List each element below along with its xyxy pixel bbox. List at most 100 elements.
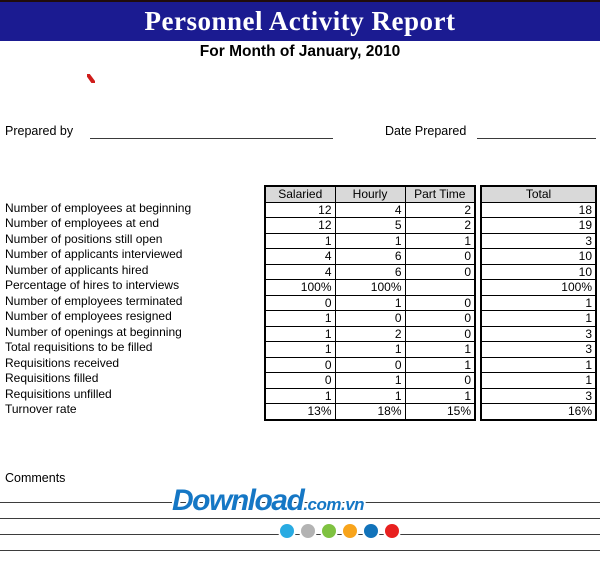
row-label: Number of applicants hired <box>5 262 149 277</box>
watermark-dot <box>322 524 336 538</box>
cell-salaried[interactable]: 1 <box>264 341 336 358</box>
cell-hourly[interactable]: 0 <box>334 310 406 327</box>
table-row: 18 <box>480 201 597 218</box>
cell-total[interactable]: 3 <box>480 387 597 404</box>
cell-total[interactable]: 1 <box>480 356 597 373</box>
table-row: 12 5 2 <box>264 217 476 234</box>
cell-hourly[interactable]: 1 <box>334 294 406 311</box>
cell-part_time[interactable]: 0 <box>404 248 476 265</box>
cell-hourly[interactable]: 4 <box>334 201 406 218</box>
cell-hourly[interactable]: 0 <box>334 356 406 373</box>
row-label: Number of employees resigned <box>5 309 172 324</box>
cell-salaried[interactable]: 0 <box>264 372 336 389</box>
watermark-dot <box>301 524 315 538</box>
cell-salaried[interactable]: 4 <box>264 248 336 265</box>
row-label: Turnover rate <box>5 402 77 417</box>
watermark-dot <box>343 524 357 538</box>
cell-total[interactable]: 16% <box>480 403 597 420</box>
cell-hourly[interactable]: 100% <box>334 279 406 296</box>
cell-salaried[interactable]: 0 <box>264 294 336 311</box>
cell-salaried[interactable]: 4 <box>264 263 336 280</box>
table-row: 19 <box>480 217 597 234</box>
red-tick-mark <box>87 74 95 83</box>
cell-salaried[interactable]: 100% <box>264 279 336 296</box>
cell-hourly[interactable]: 6 <box>334 263 406 280</box>
cell-salaried[interactable]: 12 <box>264 201 336 218</box>
table-row: 3 <box>480 387 597 404</box>
table-row: 1 <box>480 356 597 373</box>
comment-line <box>0 550 600 551</box>
cell-total[interactable]: 19 <box>480 217 597 234</box>
cell-part_time[interactable]: 0 <box>404 325 476 342</box>
cell-hourly[interactable]: 1 <box>334 232 406 249</box>
prepared-by-field[interactable] <box>90 138 333 139</box>
table-total-body: 18 19 3 10 10 100% 1 1 3 3 1 1 3 16% <box>480 201 597 420</box>
report-subtitle: For Month of January, 2010 <box>199 43 401 60</box>
row-label: Requisitions received <box>5 355 120 370</box>
cell-salaried[interactable]: 1 <box>264 387 336 404</box>
cell-total[interactable]: 1 <box>480 372 597 389</box>
table-shp-body: 12 4 2 12 5 2 1 1 1 4 6 0 4 6 0 100% 100% 0 1 0 1 0 0 1 2 0 1 1 1 0 0 1… <box>264 201 476 420</box>
row-label: Number of employees at end <box>5 216 160 231</box>
watermark-dots <box>280 524 399 538</box>
cell-salaried[interactable]: 0 <box>264 356 336 373</box>
row-label: Number of employees at beginning <box>5 200 192 215</box>
cell-salaried[interactable]: 12 <box>264 217 336 234</box>
cell-total[interactable]: 18 <box>480 201 597 218</box>
cell-total[interactable]: 10 <box>480 263 597 280</box>
comment-line <box>0 534 600 535</box>
table-row: 1 <box>480 310 597 327</box>
cell-total[interactable]: 100% <box>480 279 597 296</box>
table-row: 10 <box>480 263 597 280</box>
column-header: Salaried <box>264 185 336 203</box>
cell-total[interactable]: 10 <box>480 248 597 265</box>
cell-part_time[interactable]: 0 <box>404 263 476 280</box>
cell-part_time[interactable]: 0 <box>404 372 476 389</box>
cell-hourly[interactable]: 2 <box>334 325 406 342</box>
cell-total[interactable]: 3 <box>480 325 597 342</box>
column-header: Total <box>480 185 597 203</box>
row-label: Requisitions filled <box>5 371 99 386</box>
cell-part_time[interactable]: 1 <box>404 232 476 249</box>
row-label: Total requisitions to be filled <box>5 340 153 355</box>
watermark-dot <box>280 524 294 538</box>
cell-salaried[interactable]: 1 <box>264 310 336 327</box>
cell-salaried[interactable]: 1 <box>264 232 336 249</box>
cell-hourly[interactable]: 1 <box>334 372 406 389</box>
cell-part_time[interactable]: 1 <box>404 356 476 373</box>
date-prepared-label: Date Prepared <box>385 124 467 138</box>
cell-hourly[interactable]: 5 <box>334 217 406 234</box>
table-row: 3 <box>480 232 597 249</box>
watermark-dot <box>364 524 378 538</box>
watermark-dot <box>385 524 399 538</box>
report-header-bar: Personnel Activity Report <box>0 0 600 41</box>
cell-part_time[interactable]: 1 <box>404 387 476 404</box>
cell-salaried[interactable]: 1 <box>264 325 336 342</box>
cell-total[interactable]: 3 <box>480 232 597 249</box>
table-row: 10 <box>480 248 597 265</box>
cell-hourly[interactable]: 6 <box>334 248 406 265</box>
cell-part_time[interactable]: 2 <box>404 217 476 234</box>
cell-part_time[interactable]: 1 <box>404 341 476 358</box>
cell-part_time[interactable]: 0 <box>404 310 476 327</box>
cell-part_time[interactable]: 0 <box>404 294 476 311</box>
comment-line <box>0 518 600 519</box>
cell-hourly[interactable]: 1 <box>334 387 406 404</box>
cell-hourly[interactable]: 18% <box>334 403 406 420</box>
table-total-head: Total <box>480 185 597 203</box>
comment-line <box>0 502 600 503</box>
cell-total[interactable]: 1 <box>480 310 597 327</box>
cell-part_time[interactable] <box>404 279 476 296</box>
cell-part_time[interactable]: 15% <box>404 403 476 420</box>
report-title: Personnel Activity Report <box>144 6 456 36</box>
cell-part_time[interactable]: 2 <box>404 201 476 218</box>
date-prepared-field[interactable] <box>477 138 596 139</box>
cell-salaried[interactable]: 13% <box>264 403 336 420</box>
cell-hourly[interactable]: 1 <box>334 341 406 358</box>
cell-total[interactable]: 1 <box>480 294 597 311</box>
download-watermark-logo: Download.com.vn <box>172 484 365 518</box>
cell-total[interactable]: 3 <box>480 341 597 358</box>
